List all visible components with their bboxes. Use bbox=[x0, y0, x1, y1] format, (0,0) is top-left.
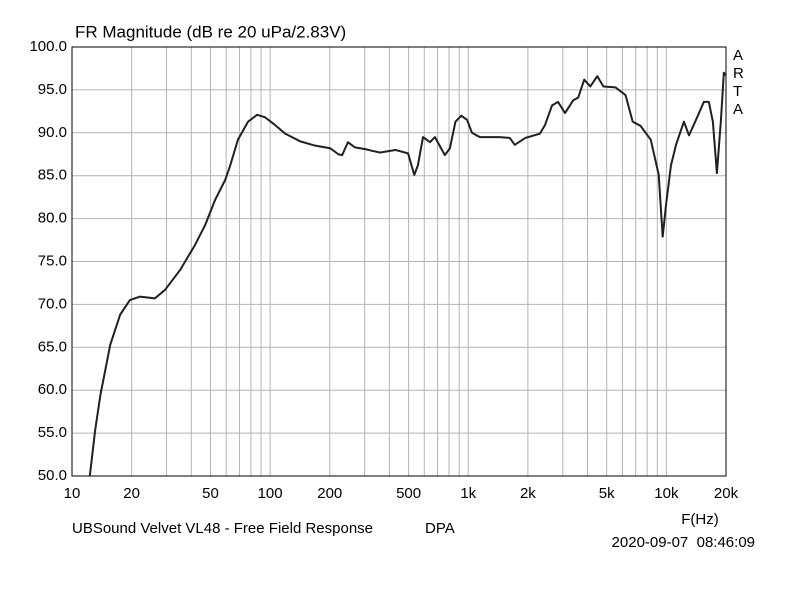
y-tick-label: 85.0 bbox=[38, 167, 67, 184]
y-tick-label: 75.0 bbox=[38, 252, 67, 269]
x-tick-label: 20k bbox=[714, 485, 739, 502]
x-tick-label: 2k bbox=[520, 485, 536, 502]
x-tick-label: 500 bbox=[396, 485, 421, 502]
x-tick-label: 100 bbox=[258, 485, 283, 502]
y-tick-label: 65.0 bbox=[38, 338, 67, 355]
x-tick-label: 20 bbox=[123, 485, 140, 502]
footer-mid: DPA bbox=[425, 520, 455, 537]
chart-title: FR Magnitude (dB re 20 uPa/2.83V) bbox=[75, 22, 346, 41]
x-tick-label: 5k bbox=[599, 485, 615, 502]
x-tick-label: 10 bbox=[64, 485, 81, 502]
plot-frame bbox=[71, 46, 727, 477]
side-label: ARTA bbox=[733, 47, 744, 118]
y-tick-label: 70.0 bbox=[38, 295, 67, 312]
response-line bbox=[88, 71, 727, 477]
footer-left: UBSound Velvet VL48 - Free Field Respons… bbox=[72, 520, 373, 537]
footer-right: 2020-09-07 08:46:09 bbox=[612, 534, 755, 551]
x-tick-label: 1k bbox=[460, 485, 476, 502]
x-tick-label: 50 bbox=[202, 485, 219, 502]
y-tick-label: 60.0 bbox=[38, 381, 67, 398]
y-tick-label: 80.0 bbox=[38, 210, 67, 227]
x-tick-label: 200 bbox=[317, 485, 342, 502]
y-tick-label: 90.0 bbox=[38, 124, 67, 141]
x-axis-label: F(Hz) bbox=[681, 511, 719, 528]
y-tick-label: 100.0 bbox=[29, 38, 67, 55]
y-tick-label: 95.0 bbox=[38, 81, 67, 98]
y-tick-label: 50.0 bbox=[38, 467, 67, 484]
x-tick-label: 10k bbox=[654, 485, 679, 502]
y-tick-label: 55.0 bbox=[38, 424, 67, 441]
